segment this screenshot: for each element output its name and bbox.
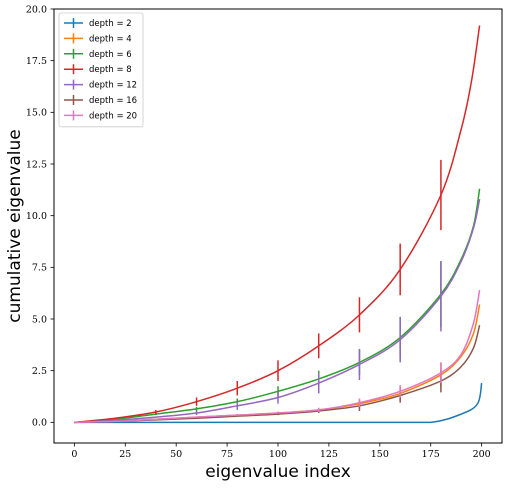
- x-tick-label: 0: [71, 449, 77, 460]
- legend-item: depth = 2: [64, 18, 132, 29]
- x-tick-label: 100: [269, 449, 287, 460]
- legend-label: depth = 6: [89, 50, 132, 60]
- series-depth-2: [74, 382, 483, 424]
- x-tick-label: 75: [221, 449, 233, 460]
- x-axis-title: eigenvalue index: [205, 462, 351, 482]
- y-tick-label: 10.0: [26, 211, 47, 222]
- y-axis-title: cumulative eigenvalue: [5, 129, 25, 323]
- x-tick-label: 25: [119, 449, 131, 460]
- y-tick-label: 0.0: [32, 418, 47, 429]
- legend-box: [58, 12, 144, 128]
- series-layer: [74, 25, 483, 424]
- legend-label: depth = 16: [89, 96, 137, 106]
- legend-item: depth = 6: [64, 48, 132, 60]
- y-tick-label: 20.0: [26, 4, 47, 15]
- x-tick-label: 125: [320, 449, 338, 460]
- legend-item: depth = 4: [64, 33, 132, 44]
- y-tick-label: 12.5: [26, 159, 47, 170]
- legend-label: depth = 12: [89, 81, 137, 91]
- x-axis-ticks: 0 25 50 75 100 125 150 175 200: [71, 443, 491, 460]
- x-tick-label: 175: [422, 449, 440, 460]
- series-line: [74, 382, 483, 424]
- y-tick-label: 15.0: [26, 108, 47, 119]
- y-tick-label: 5.0: [32, 314, 47, 325]
- y-axis-ticks: 0.0 2.5 5.0 7.5 10.0 12.5 15.0 17.5 20.0: [26, 4, 54, 429]
- legend-label: depth = 8: [89, 65, 132, 75]
- series-depth-20: [74, 289, 481, 424]
- x-tick-label: 50: [170, 449, 182, 460]
- legend-item: depth = 16: [64, 95, 137, 106]
- x-tick-label: 150: [371, 449, 389, 460]
- y-tick-label: 7.5: [32, 263, 47, 274]
- legend: depth = 2 depth = 4 depth = 6 depth = 8 dept…: [58, 12, 144, 128]
- legend-label: depth = 20: [89, 111, 137, 121]
- x-tick-label: 200: [473, 449, 491, 460]
- legend-item: depth = 20: [64, 110, 137, 121]
- series-depth-12: [74, 198, 481, 424]
- y-tick-label: 2.5: [32, 366, 47, 377]
- legend-item: depth = 8: [64, 64, 132, 75]
- series-depth-8: [74, 25, 481, 424]
- legend-item: depth = 12: [64, 79, 137, 91]
- legend-label: depth = 2: [89, 19, 132, 29]
- legend-label: depth = 4: [89, 34, 132, 44]
- y-tick-label: 17.5: [26, 56, 47, 67]
